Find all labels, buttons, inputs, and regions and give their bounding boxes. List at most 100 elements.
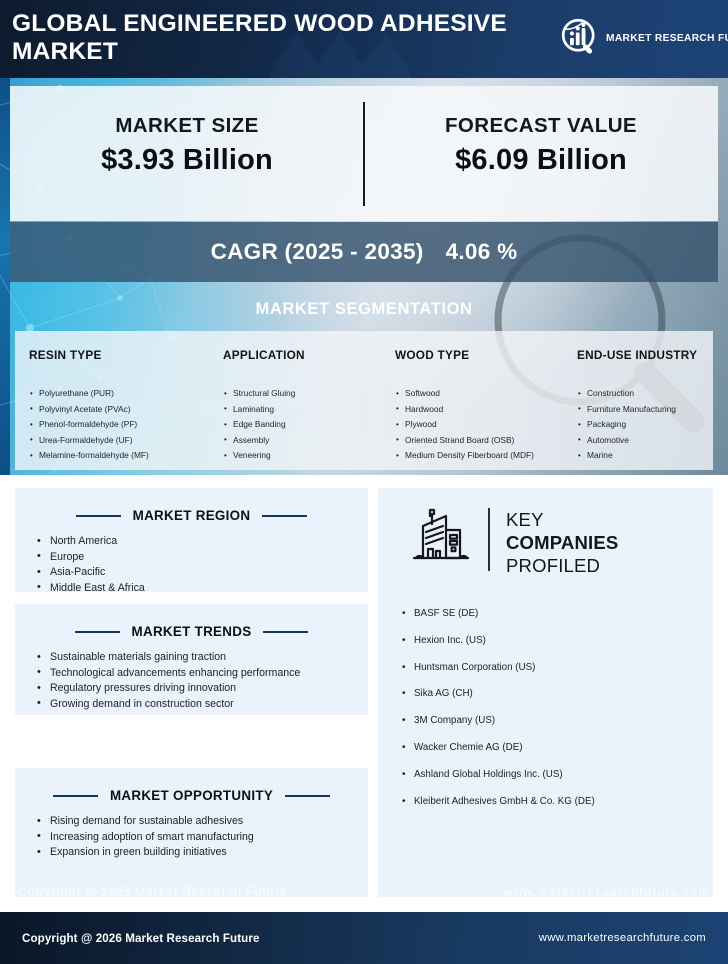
list-item: BASF SE (DE) [402,601,713,628]
list-item: Huntsman Corporation (US) [402,655,713,682]
card-title-row: MARKET REGION [15,488,368,523]
segment-item: Plywood [395,417,557,433]
list-item: Kleiberit Adhesives GmbH & Co. KG (DE) [402,789,713,816]
key-companies-header: KEY COMPANIES PROFILED [378,488,713,577]
metric-market-size: MARKET SIZE $3.93 Billion [10,114,364,177]
market-trends-title: MARKET TRENDS [131,624,252,639]
list-item: 3M Company (US) [402,708,713,735]
segment-item: Assembly [223,432,375,449]
segment-item: Phenol-formaldehyde (PF) [29,417,203,433]
segment-item: Automotive [577,432,707,449]
list-item: Ashland Global Holdings Inc. (US) [402,762,713,789]
segment-item: Melamine-formaldehyde (MF) [29,448,203,464]
hero-left-edge-decoration [0,78,10,475]
metric-market-size-label: MARKET SIZE [115,114,259,137]
brand-logo-label: MARKET RESEARCH FUTURE [606,32,728,44]
metric-market-size-value: $3.93 Billion [101,144,273,176]
metric-forecast-value-value: $6.09 Billion [455,144,627,176]
segment-list: Structural Gluing Laminating Edge Bandin… [223,386,375,464]
market-region-card: MARKET REGION North America Europe Asia-… [15,488,368,595]
market-opportunity-card: MARKET OPPORTUNITY Rising demand for sus… [15,768,368,897]
metrics-divider [363,102,365,206]
key-companies-divider [488,508,490,571]
key-companies-title: KEY COMPANIES PROFILED [506,506,618,577]
list-item: Middle East & Africa [37,580,368,597]
key-companies-card: KEY COMPANIES PROFILED BASF SE (DE) Hexi… [378,488,713,897]
segment-item: Edge Banding [223,417,375,433]
watermark-website: www.marketresearchfuture.com [503,886,710,899]
segment-item: Structural Gluing [223,386,375,402]
list-item: Europe [37,549,368,566]
card-title-row: MARKET TRENDS [15,604,368,639]
list-item: Regulatory pressures driving innovation [37,681,368,697]
segment-item: Furniture Manufacturing [577,401,707,418]
list-item: Rising demand for sustainable adhesives [37,814,368,830]
metric-forecast-value-label: FORECAST VALUE [444,114,637,137]
hero-section: MARKET SIZE $3.93 Billion FORECAST VALUE… [0,78,728,475]
page-footer: Copyright @ 2026 Market Research Future … [0,912,728,964]
brand-logo-text: MARKET RESEARCH FUTURE ® [606,33,728,44]
segment-item: Softwood [395,386,557,402]
segment-item: Polyurethane (PUR) [29,386,203,402]
mrf-logo-magnifier-bar-chart-icon [561,18,595,54]
key-companies-title-line1: KEY [506,509,544,530]
market-trends-list: Sustainable materials gaining traction T… [37,650,368,712]
list-item: Sika AG (CH) [402,681,713,708]
brand-logo[interactable]: MARKET RESEARCH FUTURE ® [560,18,728,58]
segment-item: Oriented Strand Board (OSB) [395,432,557,449]
segment-item: Veneering [223,448,375,464]
segment-list: Softwood Hardwood Plywood Oriented Stran… [395,386,557,464]
market-opportunity-title: MARKET OPPORTUNITY [109,788,274,803]
segment-item: Polyvinyl Acetate (PVAc) [29,401,203,418]
list-item: Sustainable materials gaining traction [37,650,368,666]
title-rule-left [52,794,98,797]
segment-list: Construction Furniture Manufacturing Pac… [577,386,707,464]
title-rule-right [285,794,331,797]
footer-copyright: Copyright @ 2026 Market Research Future [22,931,260,945]
cagr-value: 4.06 % [445,239,518,264]
key-companies-title-line2: COMPANIES [506,532,619,553]
title-rule-right [263,630,309,633]
header-swoosh-decoration [270,30,410,78]
list-item: Asia-Pacific [37,565,368,581]
market-opportunity-list: Rising demand for sustainable adhesives … [37,814,368,861]
segment-heading: END-USE INDUSTRY [577,348,698,362]
page-header: GLOBAL ENGINEERED WOOD ADHESIVE MARKET M… [0,0,728,78]
segment-heading: RESIN TYPE [29,348,102,362]
office-building-icon [412,508,470,560]
market-region-title: MARKET REGION [132,508,251,523]
segment-column-application: APPLICATION Structural Gluing Laminating… [209,331,381,470]
key-companies-title-line3: PROFILED [506,555,601,576]
market-trends-card: MARKET TRENDS Sustainable materials gain… [15,604,368,715]
segment-item: Hardwood [395,401,557,418]
segment-column-wood-type: WOOD TYPE Softwood Hardwood Plywood Orie… [381,331,563,470]
lower-content-area: MARKET REGION North America Europe Asia-… [0,475,728,912]
list-item: Increasing adoption of smart manufacturi… [37,829,368,846]
market-segmentation-panel: RESIN TYPE Polyurethane (PUR) Polyvinyl … [15,331,713,470]
list-item: Wacker Chemie AG (DE) [402,735,713,762]
segment-item: Packaging [577,417,707,433]
card-title-row: MARKET OPPORTUNITY [15,768,368,803]
list-item: Technological advancements enhancing per… [37,665,368,682]
list-item: Expansion in green building initiatives [37,845,368,861]
title-rule-left [75,514,121,517]
market-region-list: North America Europe Asia-Pacific Middle… [37,534,368,596]
footer-website-link[interactable]: www.marketresearchfuture.com [538,932,706,944]
segment-item: Medium Density Fiberboard (MDF) [395,448,557,464]
cagr-band: CAGR (2025 - 2035) 4.06 % [10,222,718,282]
cagr-label: CAGR (2025 - 2035) [210,239,424,264]
segment-column-end-use-industry: END-USE INDUSTRY Construction Furniture … [563,331,713,470]
market-segmentation-title: MARKET SEGMENTATION [255,300,473,318]
segment-column-resin-type: RESIN TYPE Polyurethane (PUR) Polyvinyl … [15,331,209,470]
segment-item: Marine [577,448,707,464]
title-rule-right [262,514,308,517]
segment-item: Laminating [223,401,375,418]
segment-item: Construction [577,386,707,402]
metric-forecast-value: FORECAST VALUE $6.09 Billion [364,114,718,177]
segment-heading: WOOD TYPE [395,348,470,362]
list-item: Growing demand in construction sector [37,696,368,713]
title-rule-left [74,630,120,633]
key-metrics-panel: MARKET SIZE $3.93 Billion FORECAST VALUE… [10,86,718,221]
segment-item: Urea-Formaldehyde (UF) [29,432,203,449]
